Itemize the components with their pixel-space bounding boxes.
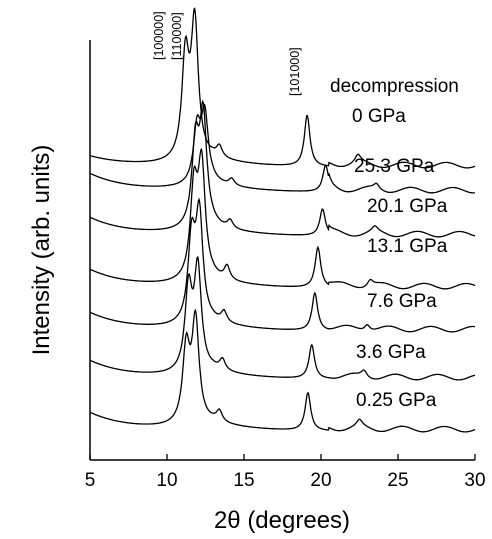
x-tick-label: 25 <box>387 470 408 491</box>
trace-0.25-gpa <box>89 308 476 433</box>
curve-label: 0 GPa <box>352 106 406 127</box>
x-ticks: 5 10 15 20 25 30 <box>85 454 486 491</box>
trace-3.6-gpa <box>89 256 476 381</box>
trace-13.1-gpa <box>89 147 476 290</box>
curve-label: 20.1 GPa <box>367 196 448 217</box>
x-tick-label: 20 <box>310 470 331 491</box>
curve-label: 25.3 GPa <box>354 156 435 177</box>
peak-label: [101000] <box>288 47 302 96</box>
decompression-label: decompression <box>330 76 459 97</box>
x-tick-label: 15 <box>233 470 254 491</box>
peak-labels: [100000] [110000] [101000] <box>152 11 302 96</box>
axes <box>89 40 475 461</box>
x-tick-label: 30 <box>464 470 485 491</box>
peak-label: [100000] <box>152 11 166 60</box>
trace-25.3-gpa <box>89 103 475 194</box>
x-axis-title: 2θ (degrees) <box>214 507 350 534</box>
x-tick-label: 10 <box>156 470 177 491</box>
curve-label: 0.25 GPa <box>356 390 437 411</box>
y-axis-title: Intensity (arb. units) <box>28 145 55 356</box>
trace-7.6-gpa <box>89 197 475 333</box>
trace-20.1-gpa <box>89 99 476 238</box>
x-tick-label: 5 <box>85 470 96 491</box>
curve-label: 13.1 GPa <box>367 236 448 257</box>
traces <box>89 7 476 433</box>
trace-0-gpa <box>89 7 476 169</box>
curve-label: 3.6 GPa <box>356 342 426 363</box>
peak-label: [110000] <box>170 12 184 60</box>
curve-labels: 0.25 GPa 3.6 GPa 7.6 GPa 13.1 GPa 20.1 GPa 25… <box>352 106 448 411</box>
curve-label: 7.6 GPa <box>367 291 437 312</box>
